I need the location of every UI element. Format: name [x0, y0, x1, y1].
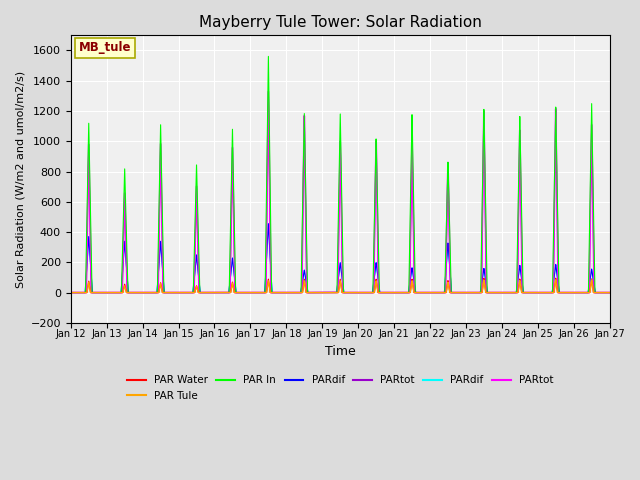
Line: PARtot: PARtot — [71, 92, 610, 292]
PAR Tule — [510, 289, 518, 295]
PARtot — [264, 89, 272, 95]
PAR In — [257, 289, 265, 295]
PARdif — [67, 289, 75, 295]
PARdif — [606, 289, 614, 295]
PARdif — [264, 221, 272, 227]
PAR Tule — [436, 289, 444, 295]
PAR Tule — [67, 289, 75, 295]
PAR Tule — [157, 285, 165, 290]
PARtot — [380, 289, 388, 295]
PAR Water — [510, 289, 518, 295]
PARdif — [436, 289, 444, 295]
PARdif — [511, 289, 518, 295]
PAR Tule — [606, 289, 614, 295]
PARdif — [264, 221, 272, 227]
PAR In — [68, 289, 76, 295]
PAR Water — [436, 289, 444, 295]
PARtot — [157, 186, 165, 192]
Line: PARdif: PARdif — [71, 224, 610, 292]
PAR Water — [257, 289, 265, 295]
PARdif — [511, 289, 518, 295]
PARtot — [606, 289, 614, 295]
PAR In — [606, 289, 614, 295]
PARdif — [257, 289, 265, 295]
PARtot — [157, 186, 165, 192]
PARdif — [436, 289, 444, 295]
PARtot — [264, 89, 272, 95]
Line: PAR Tule: PAR Tule — [71, 280, 610, 292]
PARtot — [436, 289, 444, 295]
Title: Mayberry Tule Tower: Solar Radiation: Mayberry Tule Tower: Solar Radiation — [199, 15, 482, 30]
PARdif — [257, 289, 265, 295]
PARtot — [67, 289, 75, 295]
PARtot — [436, 289, 444, 295]
PAR Water — [157, 284, 165, 290]
PAR Water — [380, 289, 388, 295]
PAR Water — [67, 289, 75, 295]
PARtot — [511, 289, 518, 295]
PAR Tule — [257, 289, 265, 295]
PARtot — [380, 289, 388, 295]
PARdif — [68, 289, 76, 295]
PAR Tule — [588, 277, 595, 283]
Line: PARdif: PARdif — [71, 224, 610, 292]
PARtot — [68, 289, 76, 295]
PAR In — [67, 289, 75, 295]
PARdif — [606, 289, 614, 295]
X-axis label: Time: Time — [325, 345, 356, 358]
PARtot — [511, 289, 518, 295]
PAR In — [157, 161, 165, 167]
PAR Water — [552, 276, 559, 281]
PAR In — [264, 53, 272, 59]
PARdif — [67, 289, 75, 295]
PAR In — [380, 289, 388, 295]
PARtot — [67, 289, 75, 295]
PARdif — [380, 289, 388, 295]
PAR Water — [606, 289, 614, 295]
PAR Tule — [380, 289, 388, 295]
Y-axis label: Solar Radiation (W/m2 and umol/m2/s): Solar Radiation (W/m2 and umol/m2/s) — [15, 71, 25, 288]
PAR Water — [68, 289, 76, 295]
PARtot — [68, 289, 76, 295]
Line: PAR Water: PAR Water — [71, 278, 610, 292]
Legend: PAR Water, PAR Tule, PAR In, PARdif, PARtot, PARdif, PARtot: PAR Water, PAR Tule, PAR In, PARdif, PAR… — [123, 371, 557, 405]
PAR In — [511, 289, 518, 295]
Text: MB_tule: MB_tule — [79, 41, 131, 54]
PARtot — [606, 289, 614, 295]
PARtot — [257, 289, 265, 295]
PAR Tule — [68, 289, 76, 295]
PARdif — [68, 289, 76, 295]
PAR In — [436, 289, 444, 295]
PARdif — [157, 249, 165, 255]
Line: PAR In: PAR In — [71, 56, 610, 292]
Line: PARtot: PARtot — [71, 92, 610, 292]
PARdif — [157, 249, 165, 255]
PARdif — [380, 289, 388, 295]
PARtot — [257, 289, 265, 295]
